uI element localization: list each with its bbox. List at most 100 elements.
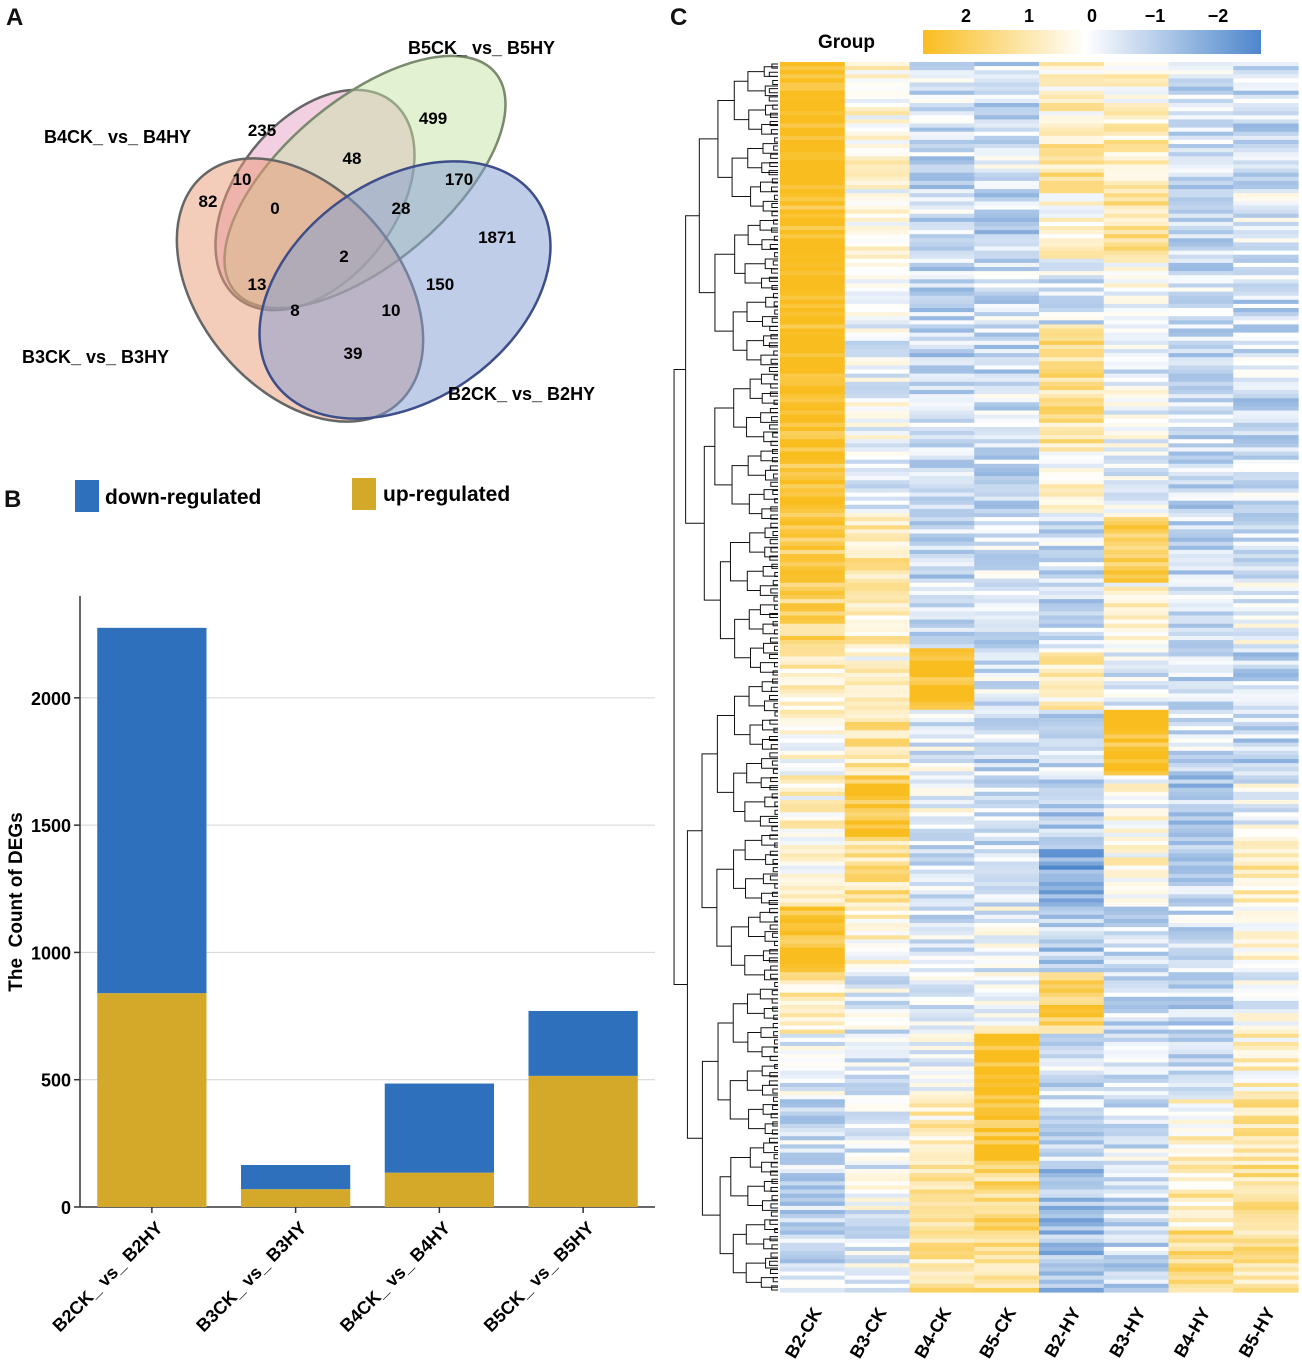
heatmap-cell <box>1039 168 1105 174</box>
heatmap-cell <box>780 1279 846 1285</box>
heatmap-cell <box>1233 148 1299 153</box>
heatmap-cell <box>974 242 1040 248</box>
heatmap-cell <box>1039 521 1105 526</box>
heatmap-cell <box>1103 1058 1170 1063</box>
heatmap-cell <box>780 373 846 379</box>
heatmap-cell <box>1039 119 1105 125</box>
heatmap-cell <box>1168 726 1234 731</box>
heatmap-cell <box>1039 90 1105 96</box>
heatmap-cell <box>909 201 975 207</box>
heatmap-cell <box>974 795 1040 801</box>
heatmap-cell <box>780 1287 846 1293</box>
heatmap-cell <box>1168 1050 1234 1055</box>
heatmap-cell <box>1233 976 1299 981</box>
heatmap-cell <box>1168 316 1234 321</box>
dendrogram-leaf <box>772 932 778 938</box>
heatmap-cell <box>1039 1029 1105 1035</box>
heatmap-cell <box>1233 697 1299 703</box>
heatmap-cell <box>974 1000 1040 1006</box>
heatmap-cell <box>974 529 1040 535</box>
heatmap-cell <box>1103 992 1170 998</box>
heatmap-cell <box>1103 447 1170 453</box>
heatmap-cell <box>1233 373 1299 379</box>
heatmap-cell <box>1233 1169 1299 1174</box>
heatmap-cell <box>780 156 846 161</box>
heatmap-cell <box>1233 590 1299 596</box>
heatmap-cell <box>1233 644 1299 649</box>
heatmap-cell <box>909 1013 975 1018</box>
heatmap-cell <box>1168 808 1234 813</box>
heatmap-cell <box>1168 1279 1234 1285</box>
heatmap-cell <box>1039 242 1105 248</box>
heatmap-cell <box>844 152 911 157</box>
heatmap-cell <box>780 779 846 785</box>
heatmap-cell <box>1233 1025 1299 1031</box>
heatmap-cell <box>1233 1005 1299 1010</box>
dendrogram-branch <box>761 681 778 692</box>
heatmap-cell <box>780 816 846 822</box>
heatmap-cell <box>1103 418 1170 424</box>
heatmap-cell <box>1103 451 1170 457</box>
heatmap-cell <box>1103 746 1170 752</box>
heatmap-cell <box>780 558 846 563</box>
heatmap-cell <box>909 500 975 506</box>
heatmap-cell <box>1168 180 1234 186</box>
heatmap-cell <box>1168 775 1234 781</box>
heatmap-cell <box>844 254 911 260</box>
dendrogram-branch <box>745 1262 766 1283</box>
heatmap-cell <box>844 385 911 391</box>
heatmap-cell <box>844 693 911 699</box>
heatmap-cell <box>780 746 846 752</box>
heatmap-cell <box>1039 652 1105 658</box>
heatmap-cell <box>1103 927 1170 932</box>
heatmap-cell <box>1039 455 1105 461</box>
heatmap-cell <box>844 1013 911 1018</box>
heatmap-cell <box>1168 1242 1234 1248</box>
heatmap-cell <box>844 74 911 79</box>
heatmap-cell <box>1233 439 1299 444</box>
heatmap-cell <box>1233 308 1299 313</box>
heatmap-cell <box>1168 566 1234 571</box>
heatmap-cell <box>1233 865 1299 871</box>
heatmap-cell <box>909 1099 975 1104</box>
heatmap-cell <box>909 521 975 526</box>
heatmap-cell <box>1233 1181 1299 1186</box>
heatmap-cell <box>1233 1234 1299 1240</box>
heatmap-cell <box>974 914 1040 920</box>
heatmap-cell <box>1168 759 1234 764</box>
heatmap-cell <box>1233 1148 1299 1154</box>
heatmap-cell <box>1103 595 1170 600</box>
heatmap-cell <box>844 1259 911 1264</box>
heatmap-cell <box>1039 660 1105 666</box>
heatmap-cell <box>1039 1197 1105 1203</box>
heatmap-cell <box>780 611 846 617</box>
heatmap-cell <box>780 316 846 321</box>
heatmap-cell <box>1039 525 1105 530</box>
heatmap-cell <box>780 668 846 674</box>
heatmap-cell <box>1103 816 1170 822</box>
heatmap-cell <box>974 578 1040 584</box>
heatmap-cell <box>1039 726 1105 731</box>
heatmap-cell <box>974 418 1040 424</box>
heatmap-cell <box>844 459 911 465</box>
heatmap-cell <box>974 451 1040 457</box>
heatmap-cell <box>1168 549 1234 555</box>
heatmap-cell <box>974 402 1040 407</box>
venn-count: 170 <box>445 170 473 189</box>
heatmap-cell <box>974 1099 1040 1104</box>
heatmap-cell <box>1103 562 1170 567</box>
heatmap-cell <box>844 484 911 489</box>
dendrogram-branch <box>761 758 778 769</box>
heatmap-cell <box>1039 861 1105 867</box>
heatmap-cell <box>974 615 1040 621</box>
heatmap-cell <box>780 103 846 108</box>
heatmap-cell <box>909 824 975 830</box>
heatmap-cell <box>974 1218 1040 1223</box>
heatmap-cell <box>1233 525 1299 530</box>
dendrogram-leaf <box>774 940 778 947</box>
heatmap-cell <box>1103 574 1170 580</box>
heatmap-cell <box>1039 832 1105 838</box>
heatmap-cell <box>909 947 975 953</box>
heatmap-cell <box>1233 283 1299 289</box>
heatmap-cell <box>780 324 846 330</box>
